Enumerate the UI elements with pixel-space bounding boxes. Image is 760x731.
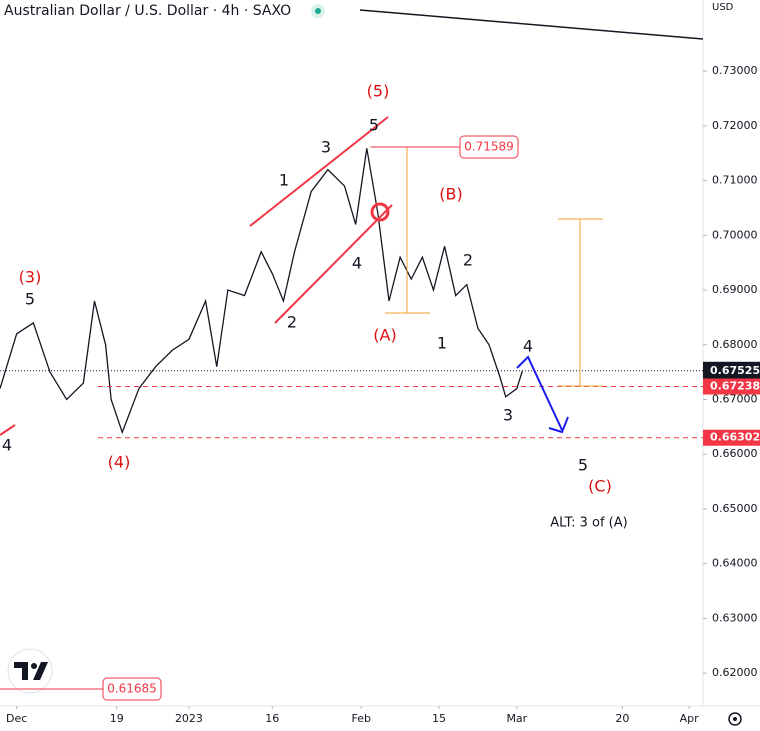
trend-line	[359, 9, 704, 40]
y-tick-label: 0.64000	[712, 557, 758, 570]
wave-label: 1	[437, 334, 447, 353]
level-label: 0.67238	[710, 379, 760, 392]
tv-logo	[7, 648, 53, 694]
y-tick-label: 0.66000	[712, 447, 758, 460]
wave-label: 2	[463, 251, 473, 270]
wave-label: 5	[369, 116, 379, 135]
y-tick-label: 0.70000	[712, 228, 758, 241]
x-tick-label: 20	[615, 712, 629, 725]
y-tick-label: 0.63000	[712, 611, 758, 624]
x-tick-label: 2023	[175, 712, 203, 725]
wave-label: 1	[279, 171, 289, 190]
wave-label: 4	[523, 337, 533, 356]
x-tick-label: 16	[265, 712, 279, 725]
wave-label: ALT: 3 of (A)	[550, 516, 627, 531]
arrow-head	[548, 416, 569, 434]
channel-line	[274, 204, 393, 324]
note-box	[102, 677, 162, 701]
wave-label: (C)	[588, 477, 612, 496]
x-tick-label: 15	[432, 712, 446, 725]
wave-label: 4	[2, 436, 12, 455]
y-tick-label: 0.67000	[712, 393, 758, 406]
wave-label: 3	[503, 406, 513, 425]
wave-label: 5	[25, 290, 35, 309]
wave-label: (4)	[108, 453, 131, 472]
level-box	[703, 429, 760, 446]
level-box	[703, 378, 760, 395]
x-tick-label: Apr	[680, 712, 700, 725]
measure	[370, 146, 603, 387]
status-dot	[315, 8, 321, 14]
y-tick-label: 0.72000	[712, 119, 758, 132]
y-tick-label: 0.68000	[712, 338, 758, 351]
note-label: 0.61685	[107, 682, 157, 696]
currency: USD	[712, 2, 734, 13]
x-tick-label: Feb	[351, 712, 370, 725]
wave-label: 4	[352, 254, 362, 273]
level-label: 0.66302	[710, 431, 760, 444]
wave-label: 3	[321, 138, 331, 157]
last-price: 0.67525	[710, 364, 760, 377]
x-tick-label: Mar	[506, 712, 527, 725]
channel-line	[0, 424, 16, 436]
settings-icon[interactable]	[728, 712, 742, 726]
price-line	[0, 148, 524, 435]
chart-title: Australian Dollar / U.S. Dollar · 4h · S…	[4, 3, 291, 19]
y-tick-label: 0.71000	[712, 174, 758, 187]
y-tick-label: 0.69000	[712, 283, 758, 296]
wave-label: 5	[578, 456, 588, 475]
y-tick-label: 0.73000	[712, 64, 758, 77]
y-tick-label: 0.62000	[712, 666, 758, 679]
wave-label: (B)	[439, 185, 462, 204]
y-tick-label: 0.65000	[712, 502, 758, 515]
note-label: 0.71589	[464, 140, 514, 154]
wave-label: (3)	[19, 268, 42, 287]
wave-label: 2	[287, 313, 297, 332]
marker-circle	[370, 202, 390, 222]
note-box	[459, 135, 519, 159]
x-tick-label: Dec	[6, 712, 27, 725]
wave-label: (A)	[373, 326, 396, 345]
x-tick-label: 19	[110, 712, 124, 725]
channel-line	[249, 116, 389, 227]
wave-label: (5)	[367, 82, 390, 101]
projection-arrow	[516, 355, 563, 431]
